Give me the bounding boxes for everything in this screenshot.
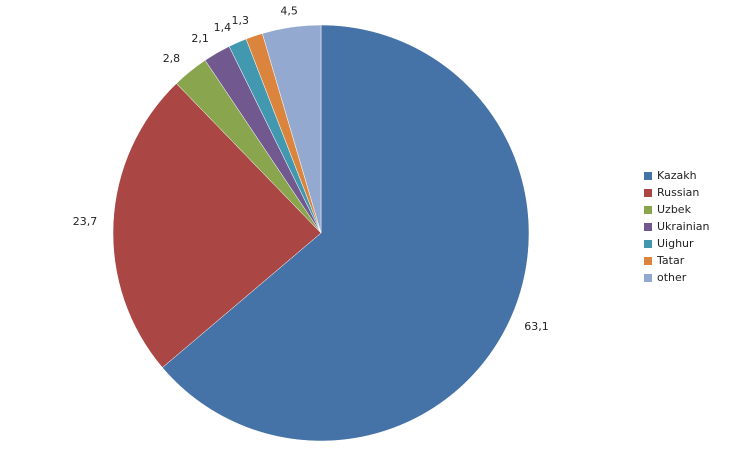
legend-label: Uzbek [657, 203, 692, 216]
pie-slice [162, 24, 530, 442]
legend-label: Kazakh [657, 169, 697, 182]
data-label: 2,8 [163, 52, 181, 65]
legend-label: other [657, 271, 687, 284]
legend-label: Uighur [657, 237, 694, 250]
legend-label: Ukrainian [657, 220, 710, 233]
pie-slice [112, 83, 322, 368]
legend-label: Russian [657, 186, 699, 199]
data-label: 1,3 [232, 14, 250, 27]
data-label: 1,4 [214, 21, 232, 34]
legend-swatch [644, 274, 652, 282]
data-label: 2,1 [191, 32, 209, 45]
legend-swatch [644, 257, 652, 265]
legend-swatch [644, 223, 652, 231]
legend-swatch [644, 240, 652, 248]
legend-label: Tatar [656, 254, 685, 267]
legend-swatch [644, 206, 652, 214]
data-label: 63,1 [524, 320, 549, 333]
data-label: 23,7 [73, 215, 98, 228]
pie-slice [262, 24, 322, 234]
legend-swatch [644, 189, 652, 197]
legend-swatch [644, 172, 652, 180]
data-label: 4,5 [280, 4, 298, 17]
